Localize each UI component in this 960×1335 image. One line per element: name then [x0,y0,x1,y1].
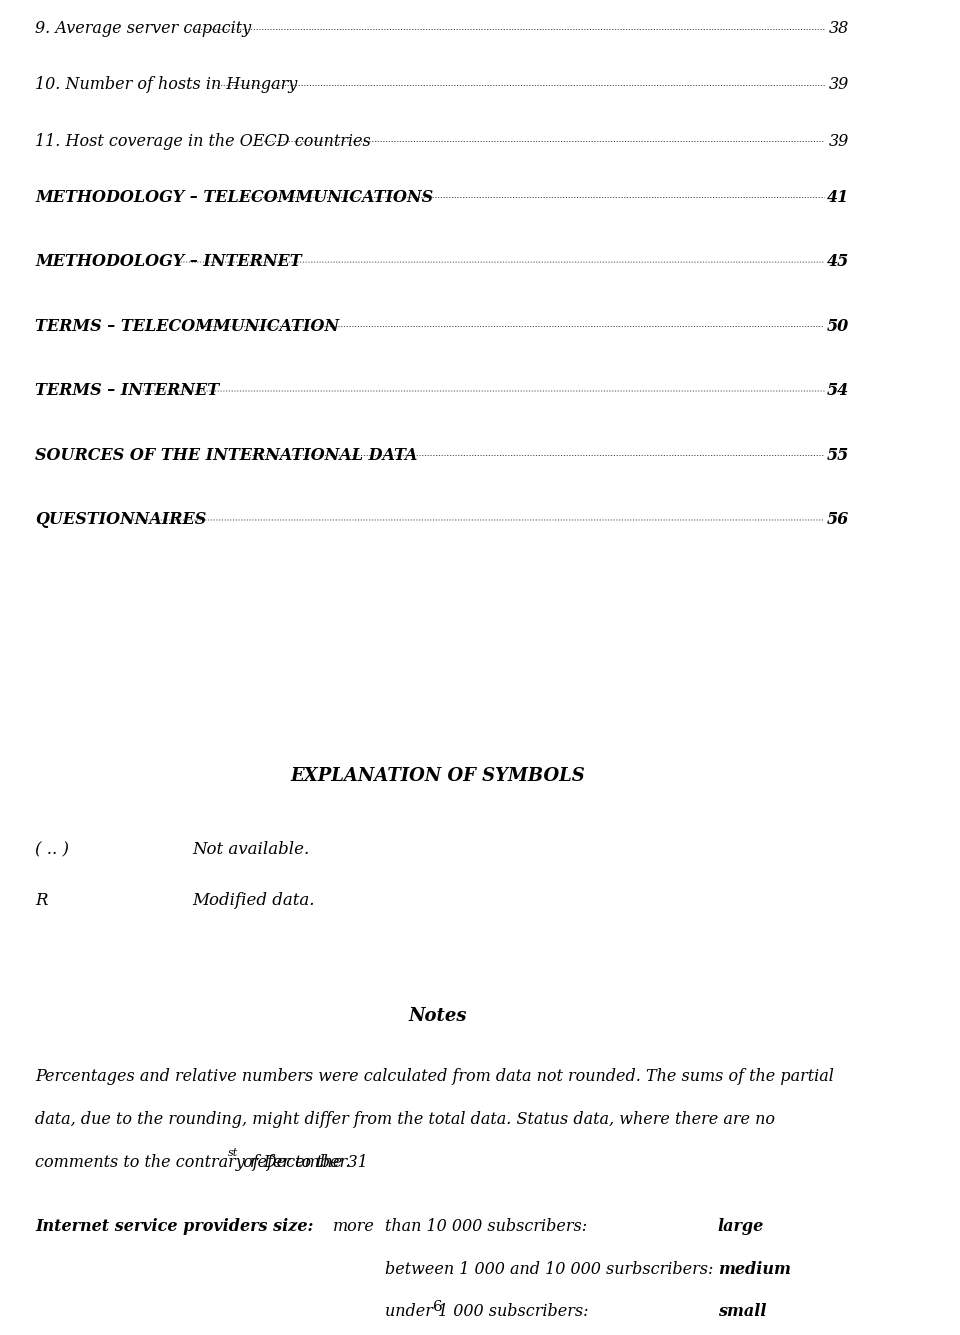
Text: 55: 55 [827,446,849,463]
Text: QUESTIONNAIRES: QUESTIONNAIRES [35,511,206,527]
Text: than 10 000 subscribers:: than 10 000 subscribers: [385,1218,588,1235]
Text: of December.: of December. [238,1153,350,1171]
Text: comments to the contrary refer to the 31: comments to the contrary refer to the 31 [35,1153,368,1171]
Text: Notes: Notes [408,1008,467,1025]
Text: under 1 000 subscribers:: under 1 000 subscribers: [385,1303,588,1320]
Text: 54: 54 [827,382,849,399]
Text: METHODOLOGY – TELECOMMUNICATIONS: METHODOLOGY – TELECOMMUNICATIONS [35,188,433,206]
Text: Internet service providers size:: Internet service providers size: [35,1218,313,1235]
Text: SOURCES OF THE INTERNATIONAL DATA: SOURCES OF THE INTERNATIONAL DATA [35,446,418,463]
Text: data, due to the rounding, might differ from the total data. Status data, where : data, due to the rounding, might differ … [35,1111,775,1128]
Text: 38: 38 [828,20,849,37]
Text: 39: 39 [828,76,849,93]
Text: 39: 39 [828,132,849,150]
Text: small: small [718,1303,766,1320]
Text: st: st [228,1148,238,1157]
Text: 41: 41 [827,188,849,206]
Text: 10. Number of hosts in Hungary: 10. Number of hosts in Hungary [35,76,298,93]
Text: EXPLANATION OF SYMBOLS: EXPLANATION OF SYMBOLS [290,768,585,785]
Text: medium: medium [718,1260,791,1278]
Text: Not available.: Not available. [193,841,310,858]
Text: ( .. ): ( .. ) [35,841,69,858]
Text: METHODOLOGY – INTERNET: METHODOLOGY – INTERNET [35,254,301,270]
Text: 9. Average server capacity: 9. Average server capacity [35,20,252,37]
Text: R: R [35,892,47,909]
Text: 6: 6 [433,1300,443,1314]
Text: 45: 45 [827,254,849,270]
Text: TERMS – INTERNET: TERMS – INTERNET [35,382,219,399]
Text: Percentages and relative numbers were calculated from data not rounded. The sums: Percentages and relative numbers were ca… [35,1068,834,1085]
Text: between 1 000 and 10 000 surbscribers:: between 1 000 and 10 000 surbscribers: [385,1260,713,1278]
Text: TERMS – TELECOMMUNICATION: TERMS – TELECOMMUNICATION [35,318,339,335]
Text: Modified data.: Modified data. [193,892,315,909]
Text: 11. Host coverage in the OECD countries: 11. Host coverage in the OECD countries [35,132,371,150]
Text: 50: 50 [827,318,849,335]
Text: large: large [718,1218,764,1235]
Text: 56: 56 [827,511,849,527]
Text: more: more [332,1218,374,1235]
